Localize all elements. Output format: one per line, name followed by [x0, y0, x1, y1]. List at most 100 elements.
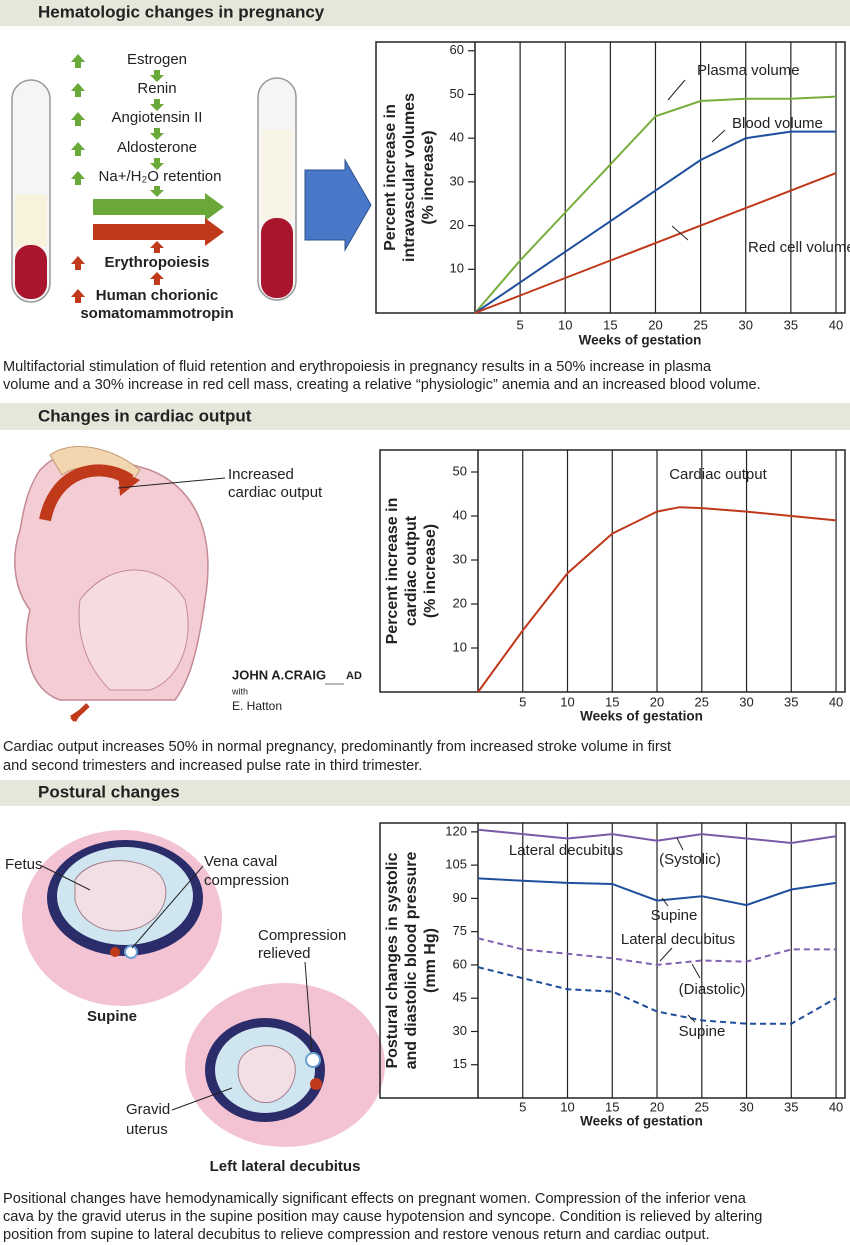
caption: position from supine to lateral decubitu…	[3, 1227, 710, 1243]
y-axis-label: (mm Hg)	[422, 928, 439, 993]
header-bar	[0, 403, 850, 430]
x-tick-label: 5	[519, 694, 526, 709]
y-tick-label: 60	[453, 956, 467, 971]
y-tick-label: 45	[453, 990, 467, 1005]
caption: cava by the gravid uterus in the supine …	[3, 1209, 762, 1225]
series-line	[477, 828, 837, 845]
erythropoiesis-label: Erythropoiesis	[104, 254, 209, 271]
x-tick-label: 5	[517, 317, 524, 332]
position-label: Supine	[87, 1008, 137, 1025]
x-tick-label: 10	[560, 1099, 574, 1114]
series-label: Lateral decubitus	[621, 931, 735, 948]
anatomy-label: relieved	[258, 945, 311, 962]
signature: E. Hatton	[232, 699, 282, 713]
y-tick-label: 30	[453, 551, 467, 566]
series-line	[477, 877, 837, 907]
leader-line	[687, 1014, 696, 1023]
anatomy-label: uterus	[126, 1121, 168, 1138]
caption: Cardiac output increases 50% in normal p…	[3, 739, 671, 755]
leader-line	[661, 897, 669, 907]
section-heading: Changes in cardiac output	[38, 406, 252, 425]
series-label: Blood volume	[732, 115, 823, 132]
x-axis-label: Weeks of gestation	[580, 709, 703, 724]
y-axis-label: cardiac output	[403, 515, 420, 626]
x-tick-label: 35	[784, 1099, 798, 1114]
heart-label: Increased	[228, 466, 294, 483]
section-heading: Postural changes	[38, 782, 180, 801]
x-tick-label: 35	[784, 317, 798, 332]
hormone-label: Aldosterone	[117, 139, 197, 156]
caption: volume and a 30% increase in red cell ma…	[3, 377, 761, 393]
hormone-label: Human chorionic	[96, 287, 219, 304]
anatomy-label: compression	[204, 872, 289, 889]
y-axis-label: Percent increase in	[384, 498, 401, 645]
x-tick-label: 15	[605, 694, 619, 709]
anatomy-label: Compression	[258, 927, 346, 944]
y-axis-label: (% increase)	[422, 524, 439, 618]
x-tick-label: 10	[560, 694, 574, 709]
series-label: Supine	[679, 1023, 726, 1040]
x-tick-label: 20	[650, 1099, 664, 1114]
x-tick-label: 30	[739, 694, 753, 709]
annotation: (Systolic)	[659, 851, 721, 868]
chart: 5 10 15 20 25 30 35 40 10 20 30 40 50 60 Percent incre…	[375, 41, 850, 348]
section-heading: Hematologic changes in pregnancy	[38, 2, 325, 21]
series-line	[474, 95, 837, 314]
x-tick-label: 5	[519, 1099, 526, 1114]
x-tick-label: 20	[648, 317, 662, 332]
heart-label: cardiac output	[228, 484, 323, 501]
header-bar	[0, 0, 850, 26]
series-line	[474, 172, 837, 314]
series-label: Plasma volume	[697, 62, 800, 79]
y-axis-label: and diastolic blood pressure	[403, 851, 420, 1069]
x-tick-label: 30	[738, 317, 752, 332]
hormone-label: somatomammotropin	[80, 305, 233, 322]
leader-line	[676, 837, 684, 851]
y-tick-label: 90	[453, 890, 467, 905]
y-tick-label: 40	[453, 507, 467, 522]
x-tick-label: 30	[739, 1099, 753, 1114]
chart: 5 10 15 20 25 30 35 40 15 30 45 60 75 90 105 120 Postura…	[379, 822, 846, 1129]
caption: and second trimesters and increased puls…	[3, 758, 422, 774]
series-line	[477, 937, 836, 966]
x-tick-label: 25	[693, 317, 707, 332]
illustration-heart: Increased cardiac output JOHN A.CRAIG AD…	[14, 446, 362, 722]
y-axis-label: intravascular volumes	[401, 93, 418, 262]
series-label: Supine	[651, 907, 698, 924]
x-tick-label: 35	[784, 694, 798, 709]
x-tick-label: 40	[829, 317, 843, 332]
series-line	[477, 966, 837, 1025]
y-tick-label: 20	[453, 595, 467, 610]
y-tick-label: 30	[453, 1023, 467, 1038]
leader-line	[671, 225, 689, 241]
signature: AD	[346, 670, 362, 682]
y-axis-label: Percent increase in	[382, 104, 399, 251]
y-tick-label: 15	[453, 1056, 467, 1071]
hormone-label: Angiotensin II	[112, 109, 203, 126]
y-tick-label: 105	[445, 857, 467, 872]
x-tick-label: 25	[695, 694, 709, 709]
x-axis-label: Weeks of gestation	[580, 1114, 703, 1129]
y-tick-label: 50	[453, 463, 467, 478]
signature: with	[231, 686, 248, 696]
x-tick-label: 10	[558, 317, 572, 332]
y-tick-label: 30	[450, 173, 464, 188]
series-label: Cardiac output	[669, 466, 767, 483]
anatomy-label: Gravid	[126, 1101, 170, 1118]
x-tick-label: 40	[829, 1099, 843, 1114]
y-tick-label: 120	[445, 823, 467, 838]
caption: Multifactorial stimulation of fluid rete…	[3, 359, 712, 375]
x-tick-label: 15	[603, 317, 617, 332]
x-tick-label: 15	[605, 1099, 619, 1114]
y-tick-label: 75	[453, 923, 467, 938]
position-label: Left lateral decubitus	[210, 1158, 361, 1175]
y-tick-label: 40	[450, 130, 464, 145]
leader-line	[659, 947, 673, 962]
illustration-hematologic: Estrogen Renin Angiotensin II Aldosteron…	[11, 51, 372, 322]
y-axis-label: Postural changes in systolic	[384, 852, 401, 1068]
x-axis-label: Weeks of gestation	[579, 333, 702, 348]
series-line	[477, 506, 837, 693]
x-tick-label: 25	[695, 1099, 709, 1114]
y-tick-label: 10	[453, 639, 467, 654]
